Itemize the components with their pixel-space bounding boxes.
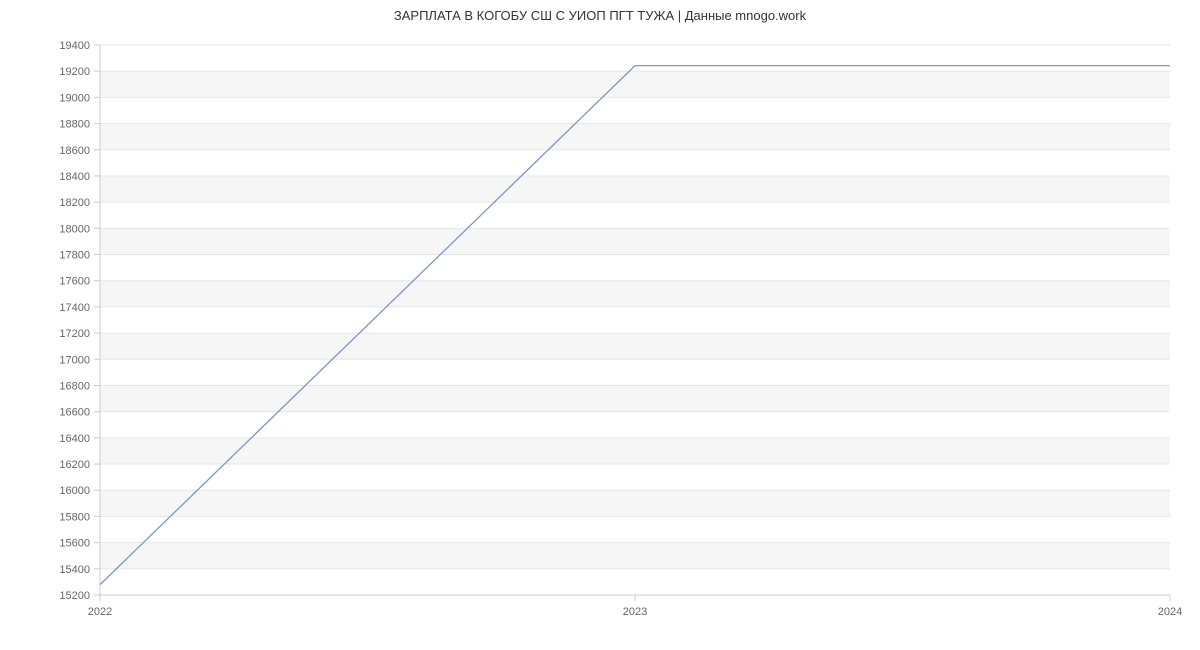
grid-band (100, 71, 1170, 97)
chart-container: ЗАРПЛАТА В КОГОБУ СШ С УИОП ПГТ ТУЖА | Д… (0, 0, 1200, 650)
y-tick-label: 18000 (59, 223, 90, 235)
y-tick-label: 18400 (59, 171, 90, 183)
chart-svg: 15200 15400 15600 15800 16000 16200 16400 16600… (0, 0, 1200, 650)
y-tick-label: 15600 (59, 538, 90, 550)
grid-band (100, 333, 1170, 359)
y-tick-label: 16400 (59, 433, 90, 445)
x-tick-label: 2022 (88, 606, 112, 618)
y-tick-label: 15400 (59, 564, 90, 576)
y-tick-label: 17400 (59, 302, 90, 314)
y-tick-label: 18600 (59, 145, 90, 157)
x-tick-label: 2024 (1158, 606, 1182, 618)
y-tick-label: 16600 (59, 407, 90, 419)
y-tick-label: 16000 (59, 485, 90, 497)
grid-band (100, 124, 1170, 150)
y-tick-label: 17200 (59, 328, 90, 340)
y-tick-label: 15200 (59, 590, 90, 602)
y-tick-label: 19000 (59, 92, 90, 104)
grid-band (100, 281, 1170, 307)
y-tick-label: 19400 (59, 40, 90, 52)
grid-band (100, 385, 1170, 411)
y-tick-label: 15800 (59, 511, 90, 523)
y-tick-label: 18800 (59, 119, 90, 131)
grid-band (100, 228, 1170, 254)
y-tick-label: 17600 (59, 276, 90, 288)
y-tick-label: 17000 (59, 354, 90, 366)
y-tick-label: 19200 (59, 66, 90, 78)
grid-band (100, 543, 1170, 569)
grid-band (100, 490, 1170, 516)
y-tick-label: 17800 (59, 250, 90, 262)
x-tick-label: 2023 (623, 606, 647, 618)
y-tick-label: 16800 (59, 380, 90, 392)
grid-band (100, 176, 1170, 202)
y-tick-label: 16200 (59, 459, 90, 471)
y-tick-label: 18200 (59, 197, 90, 209)
grid-band (100, 438, 1170, 464)
